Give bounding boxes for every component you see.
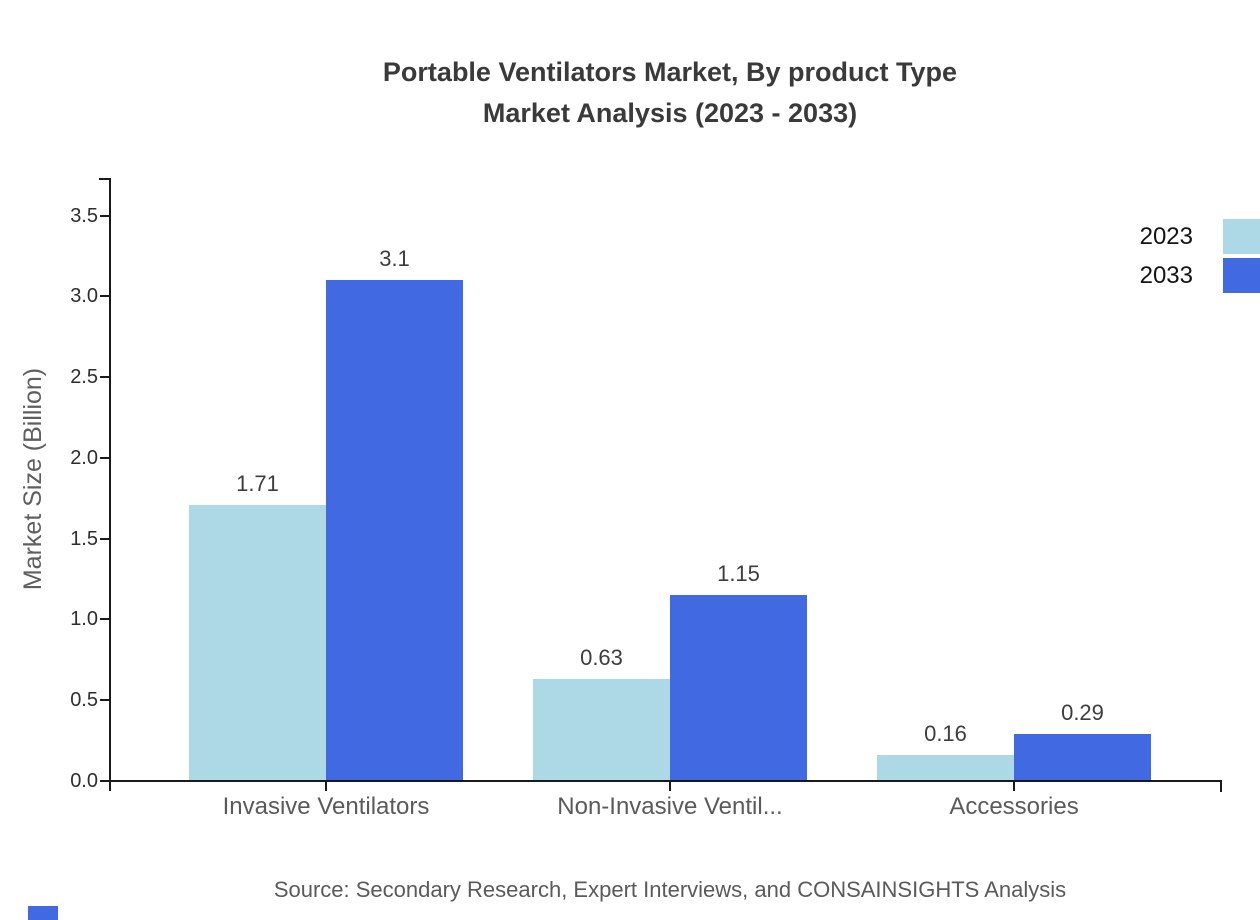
bar-value-label: 1.71 <box>236 470 279 496</box>
category-label: Accessories <box>949 793 1079 820</box>
x-tick <box>325 780 327 791</box>
x-axis-line <box>109 780 1222 782</box>
source-text: Source: Secondary Research, Expert Inter… <box>273 877 1067 902</box>
brand-mark <box>28 906 58 920</box>
bar-value-label: 0.63 <box>580 645 623 671</box>
legend-swatch-2033 <box>1223 258 1260 293</box>
y-tick-label: 0.5 <box>70 689 98 712</box>
bar-2033-1 <box>670 595 807 781</box>
y-tick-label: 2.5 <box>70 366 98 389</box>
y-axis-end-tick <box>99 178 109 180</box>
y-tick-label: 0.0 <box>70 770 98 792</box>
y-tick <box>100 456 110 459</box>
y-tick <box>100 618 110 621</box>
y-tick <box>100 214 110 217</box>
chart-title: Portable Ventilators Market, By product … <box>80 52 1260 134</box>
y-axis-line <box>109 178 111 791</box>
y-tick-label: 1.0 <box>70 608 98 631</box>
chart-title-line2: Market Analysis (2023 - 2033) <box>482 98 858 128</box>
category-label: Invasive Ventilators <box>222 793 430 820</box>
x-tick <box>1013 780 1015 791</box>
bar-2023-2 <box>877 755 1014 781</box>
bar-value-label: 1.15 <box>717 561 760 587</box>
y-tick-label: 3.0 <box>70 285 98 308</box>
bar-2023-1 <box>533 679 670 781</box>
y-tick-label: 1.5 <box>70 527 98 550</box>
x-tick <box>669 780 671 791</box>
x-axis-end-tick <box>1220 780 1222 792</box>
legend-label-2023: 2023 <box>1139 223 1193 250</box>
bar-2023-0 <box>189 504 326 781</box>
y-tick <box>100 376 110 379</box>
chart-title-line1: Portable Ventilators Market, By product … <box>382 57 958 87</box>
y-tick <box>100 537 110 540</box>
legend-label-2033: 2033 <box>1139 262 1193 289</box>
y-tick-label: 3.5 <box>70 204 98 227</box>
y-tick <box>100 780 110 782</box>
y-tick-label: 2.0 <box>70 446 98 469</box>
y-tick <box>100 295 110 298</box>
bar-value-label: 3.1 <box>379 246 410 272</box>
y-tick <box>100 699 110 702</box>
legend-swatch-2023 <box>1223 219 1260 254</box>
bar-value-label: 0.16 <box>924 721 967 747</box>
bar-2033-2 <box>1014 734 1151 781</box>
bar-2033-0 <box>326 280 463 781</box>
bar-value-label: 0.29 <box>1061 700 1104 726</box>
category-label: Non-Invasive Ventil... <box>557 793 783 820</box>
